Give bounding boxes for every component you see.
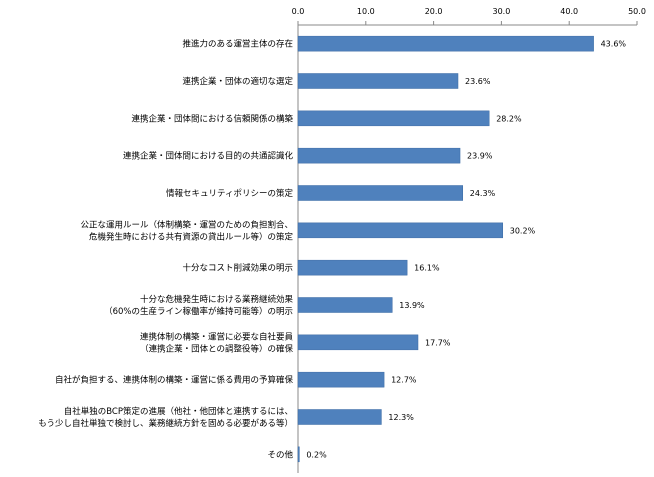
x-tick-label: 30.0: [492, 7, 510, 16]
data-label: 23.6%: [465, 77, 491, 86]
category-label: 連携企業・団体間における信頼関係の構築: [131, 113, 293, 124]
data-label: 30.2%: [510, 226, 536, 235]
category-label: 公正な運用ルール（体制構築・運営のための負担割合、: [80, 219, 293, 230]
x-tick-label: 50.0: [628, 7, 646, 16]
category-label: 危機発生時における共有資源の貸出ルール等）の策定: [89, 231, 294, 242]
category-label: その他: [267, 449, 293, 460]
data-label: 12.3%: [388, 413, 414, 422]
category-label: 情報セキュリティポリシーの策定: [166, 188, 293, 199]
category-label: （60%の生産ライン稼働率が維持可能等）の明示: [104, 306, 293, 317]
category-label: 自社単独のBCP策定の進展（他社・他団体と連携するには、: [64, 406, 293, 417]
category-label: 連携企業・団体の適切な選定: [182, 76, 293, 87]
data-label: 17.7%: [425, 338, 451, 347]
data-label: 28.2%: [496, 114, 522, 123]
bar: [297, 147, 461, 164]
bar: [297, 35, 594, 52]
data-label: 12.7%: [391, 376, 417, 385]
bar: [297, 446, 300, 463]
x-tick-label: 10.0: [357, 7, 375, 16]
data-label: 0.2%: [306, 450, 327, 459]
data-label: 24.3%: [470, 189, 496, 198]
bar: [297, 297, 393, 313]
category-label: 連携企業・団体間における目的の共通認識化: [123, 151, 294, 162]
bar: [297, 371, 385, 388]
x-tick-label: 40.0: [560, 7, 578, 16]
data-label: 43.6%: [601, 40, 627, 49]
bar: [297, 334, 419, 351]
bar: [297, 73, 459, 89]
category-label: 十分な危機発生時における業務継続効果: [140, 294, 294, 305]
x-tick-label: 20.0: [425, 7, 443, 16]
bar: [297, 222, 504, 239]
bar: [297, 110, 490, 127]
data-label: 13.9%: [399, 301, 425, 310]
category-label: （連携企業・団体との調整役等）の確保: [140, 343, 293, 354]
category-label: 推進力のある運営主体の存在: [182, 39, 293, 50]
category-label: もう少し自社単独で検討し、業務継続方針を固める必要がある等）: [38, 418, 293, 429]
bar: [297, 259, 408, 276]
category-label: 連携体制の構築・運営に必要な自社要員: [140, 331, 294, 342]
x-tick-label: 0.0: [292, 7, 305, 16]
bar: [297, 185, 464, 201]
bar: [297, 409, 382, 425]
data-label: 23.9%: [467, 152, 493, 161]
category-label: 十分なコスト削減効果の明示: [182, 263, 293, 274]
data-label: 16.1%: [414, 264, 440, 273]
category-label: 自社が負担する、連携体制の構築・運営に係る費用の予算確保: [55, 375, 294, 386]
